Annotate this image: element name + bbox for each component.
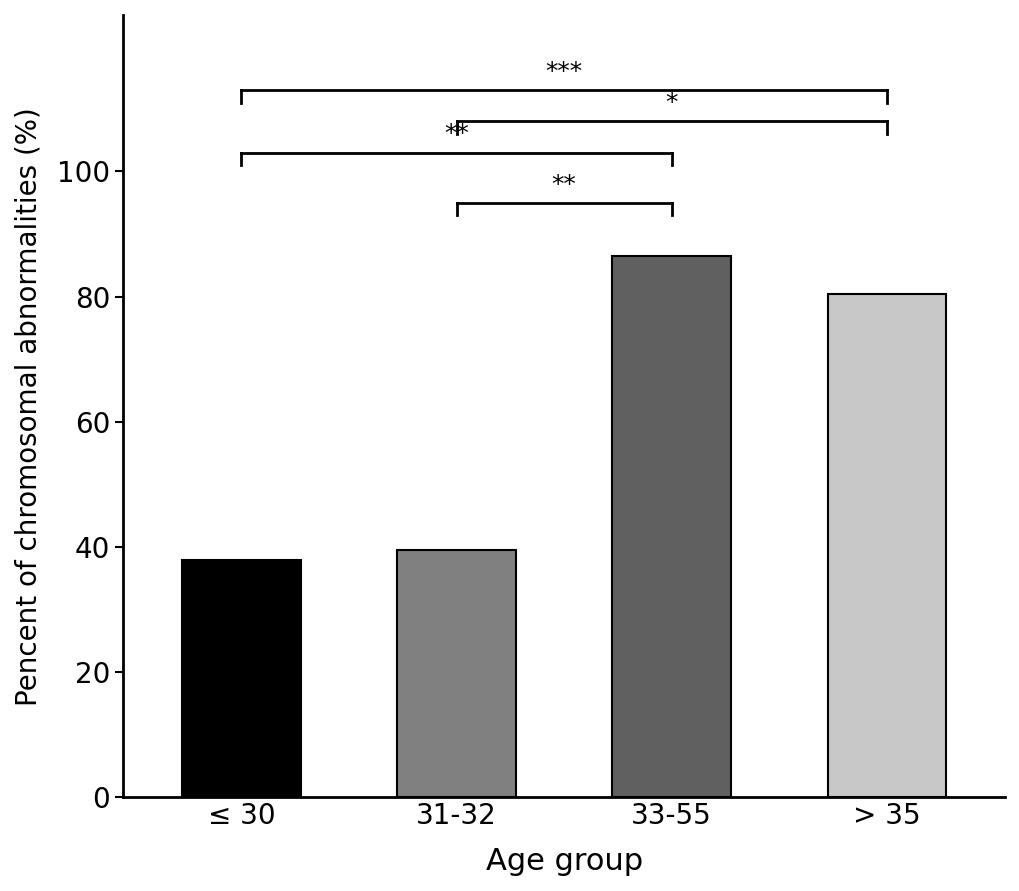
Bar (611, 256, 730, 797)
Bar (182, 560, 301, 797)
Text: **: ** (551, 173, 576, 197)
X-axis label: Age group: Age group (485, 847, 642, 876)
Bar (826, 293, 945, 797)
Text: *: * (664, 91, 678, 115)
Y-axis label: Pencent of chromosomal abnormalities (%): Pencent of chromosomal abnormalities (%) (15, 107, 43, 706)
Bar (397, 551, 516, 797)
Text: **: ** (443, 122, 469, 146)
Text: ***: *** (545, 60, 582, 84)
